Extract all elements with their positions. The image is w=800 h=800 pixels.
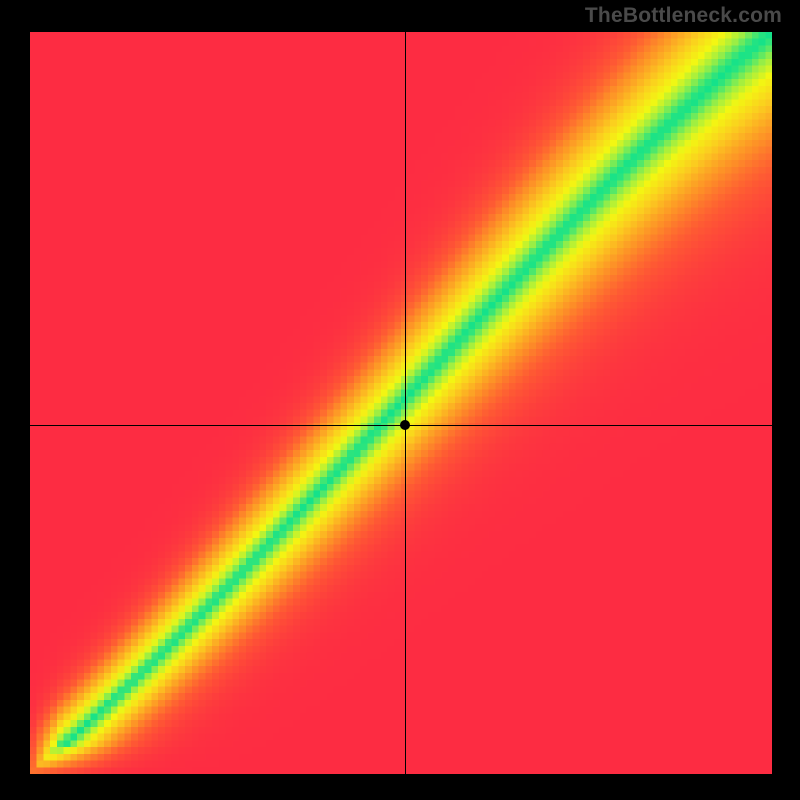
data-point-marker <box>400 420 410 430</box>
attribution-label: TheBottleneck.com <box>585 4 782 28</box>
heatmap-canvas <box>30 32 772 774</box>
heatmap-plot <box>30 32 772 774</box>
crosshair-vertical <box>405 32 406 774</box>
chart-container: TheBottleneck.com <box>0 0 800 800</box>
